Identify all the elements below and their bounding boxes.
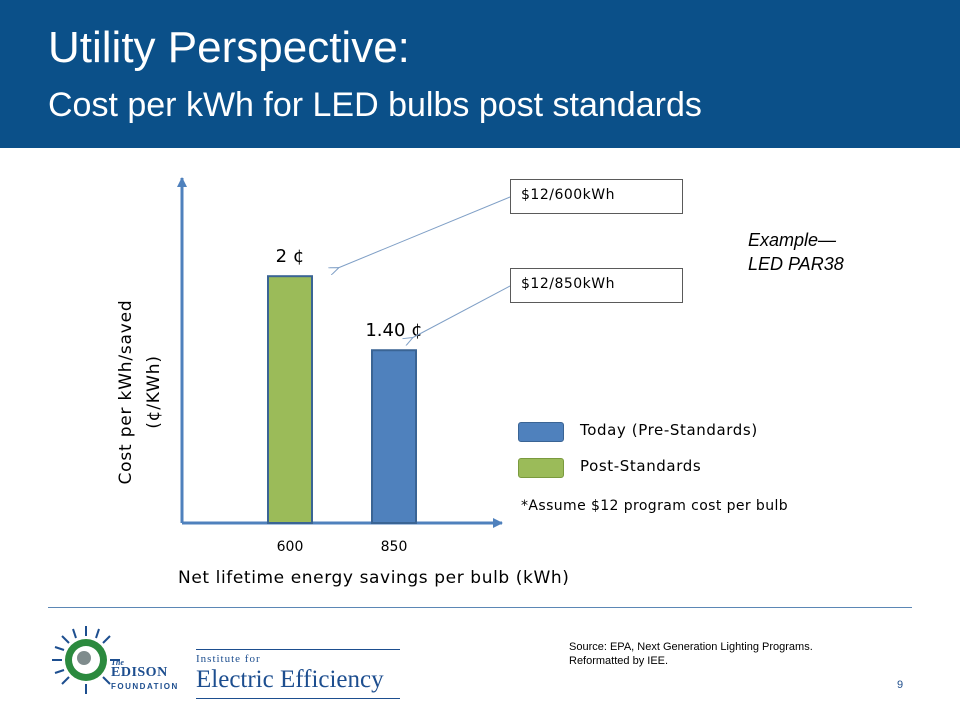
x-tick-label-850: 850: [381, 539, 408, 555]
callout-arrow-600: [338, 196, 511, 268]
footer-divider: [48, 607, 912, 608]
slide-title: Utility Perspective:: [48, 23, 410, 72]
slide-subtitle: Cost per kWh for LED bulbs post standard…: [48, 86, 702, 124]
sunburst-logo-icon: [52, 626, 120, 694]
x-axis-label: Net lifetime energy savings per bulb (kW…: [178, 568, 570, 588]
logo-edison-text: EDISON: [111, 665, 168, 680]
legend-label-today: Today (Pre-Standards): [580, 421, 758, 439]
example-line-2: LED PAR38: [748, 254, 844, 274]
logo-foundation-text: FOUNDATION: [111, 682, 179, 691]
y-axis-label-line-1: Cost per kWh/saved: [116, 299, 136, 485]
callout-600kwh: $12/600kWh: [510, 179, 683, 214]
logo-institute-text: Institute for: [196, 653, 261, 665]
page-number: 9: [897, 679, 904, 691]
callout-arrow-850: [412, 285, 511, 338]
callout-850kwh-text: $12/850kWh: [521, 276, 615, 292]
title-banner: Utility Perspective: Cost per kWh for LE…: [0, 0, 960, 148]
chart-footnote: *Assume $12 program cost per bulb: [521, 498, 789, 514]
x-tick-label-600: 600: [277, 539, 304, 555]
bar-850: [371, 349, 417, 524]
bar-value-label-850: 1.40 ¢: [365, 320, 422, 341]
legend-label-post: Post-Standards: [580, 457, 702, 475]
logo-efficiency-text: Electric Efficiency: [196, 666, 384, 693]
example-annotation: Example— LED PAR38: [748, 228, 844, 276]
iee-logo-rule-bottom: [196, 698, 400, 699]
logo-the-text: The: [111, 658, 124, 667]
y-axis-label-line-2: (¢/KWh): [144, 355, 164, 429]
y-axis-label: Cost per kWh/saved (¢/KWh): [112, 300, 168, 485]
source-line-1: Source: EPA, Next Generation Lighting Pr…: [569, 641, 813, 653]
bar-600: [267, 275, 313, 525]
iee-logo-rule-top: [196, 649, 400, 650]
callout-850kwh: $12/850kWh: [510, 268, 683, 303]
legend-swatch-today: [518, 422, 564, 442]
example-line-1: Example—: [748, 230, 837, 250]
source-note: Source: EPA, Next Generation Lighting Pr…: [569, 640, 813, 668]
bar-value-label-600: 2 ¢: [276, 246, 305, 267]
callout-600kwh-text: $12/600kWh: [521, 187, 615, 203]
legend-swatch-post: [518, 458, 564, 478]
source-line-2: Reformatted by IEE.: [569, 655, 669, 667]
